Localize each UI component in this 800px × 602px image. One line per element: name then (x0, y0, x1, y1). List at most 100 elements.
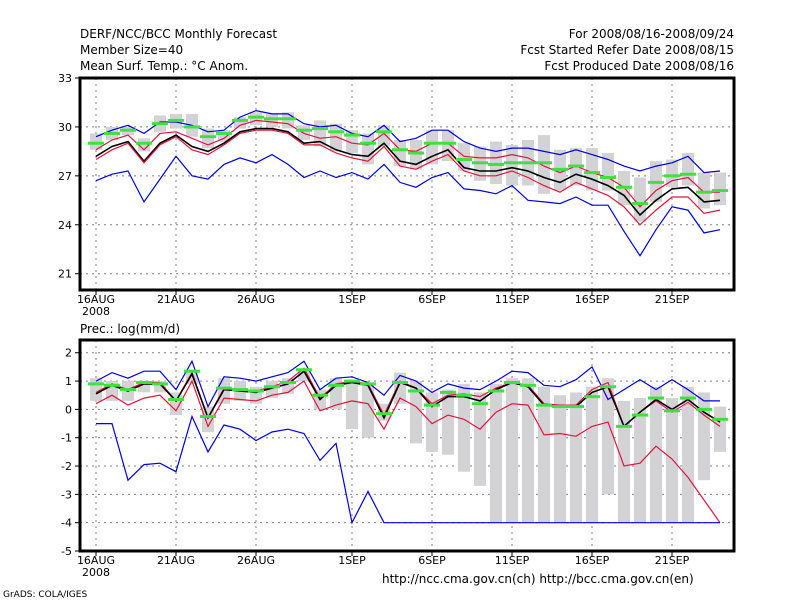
temp-observed-marker (184, 125, 200, 129)
precip-frame (78, 338, 736, 553)
precip-observed-marker (536, 403, 552, 407)
precip-observed-marker (280, 380, 296, 384)
temp-observed-marker (712, 189, 728, 193)
forecast-period: For 2008/08/16-2008/09/24 (568, 27, 734, 41)
temp-observed-marker (696, 190, 712, 194)
temp-spread-bar (714, 172, 726, 206)
temp-observed-marker (424, 141, 440, 145)
precip-observed-marker (648, 396, 664, 400)
member-size-label: Member Size=40 (80, 43, 184, 57)
precip-spread-bar (154, 381, 166, 393)
chart-title: DERF/NCC/BCC Monthly Forecast (80, 27, 278, 41)
precip-mean-line (95, 369, 721, 428)
precip-observed-marker (248, 389, 264, 393)
footer-links: http://ncc.cma.gov.cn(ch) http://bcc.cma… (382, 572, 694, 586)
temp-observed-marker (296, 128, 312, 132)
temp-observed-marker (280, 117, 296, 121)
precip-observed-marker (184, 369, 200, 373)
precip-title: Prec.: log(mm/d) (80, 322, 181, 336)
temp-xtick-label: 21AUG (157, 293, 195, 306)
temp-xtick-label: 1SEP (338, 293, 366, 306)
temp-spread-bar (218, 130, 230, 142)
precip-ytick-label: 1 (65, 375, 72, 388)
temp-xtick-label: 16AUG (77, 293, 115, 306)
temp-observed-marker (120, 128, 136, 132)
precip-observed-marker (104, 383, 120, 387)
precip-year-label: 2008 (82, 566, 110, 579)
precip-spread-bar (362, 383, 374, 438)
precip-xtick-label: 16AUG (77, 554, 115, 567)
precip-observed-marker (504, 380, 520, 384)
precip-observed-marker (584, 395, 600, 399)
temp-observed-marker (520, 161, 536, 165)
precip-min-line (96, 414, 720, 525)
temp-observed-marker (568, 164, 584, 168)
temp-lower-line (95, 129, 721, 226)
temp-observed-marker (440, 141, 456, 145)
forecast-started-date: Fcst Started Refer Date 2008/08/15 (520, 43, 734, 57)
precip-xtick-label: 11SEP (495, 554, 530, 567)
precip-spread-bar (666, 398, 678, 523)
temp-xtick-label: 16SEP (575, 293, 610, 306)
precip-ytick-label: -3 (61, 488, 72, 501)
temp-observed-marker (632, 202, 648, 206)
temp-observed-marker (104, 131, 120, 135)
precip-lower-line (95, 379, 721, 524)
temp-observed-marker (472, 161, 488, 165)
precip-spread-bar (458, 383, 470, 472)
temp-year-label: 2008 (82, 305, 110, 318)
forecast-produced-date: Fcst Produced Date 2008/08/16 (544, 59, 734, 73)
precip-observed-marker (440, 390, 456, 394)
temp-spread-bar (138, 138, 150, 152)
precip-spread-bar (538, 386, 550, 523)
precip-spread-bar (682, 386, 694, 523)
temp-observed-marker (664, 174, 680, 178)
precip-observed-marker (424, 403, 440, 407)
precip-observed-marker (408, 389, 424, 393)
temp-observed-marker (616, 185, 632, 189)
precip-observed-marker (616, 424, 632, 428)
temp-ytick-label: 30 (58, 121, 72, 134)
precip-observed-marker (456, 393, 472, 397)
precip-observed-marker (360, 382, 376, 386)
precip-xtick-label: 21SEP (655, 554, 690, 567)
temp-observed-marker (168, 118, 184, 122)
precip-ytick-label: -2 (61, 460, 72, 473)
temp-ytick-label: 21 (58, 268, 72, 281)
temp-xtick-label: 21SEP (655, 293, 690, 306)
precip-observed-marker (472, 402, 488, 406)
precip-observed-marker (600, 385, 616, 389)
precip-spread-bar (522, 378, 534, 523)
precip-observed-marker (88, 382, 104, 386)
precip-observed-marker (712, 417, 728, 421)
temp-observed-marker (408, 151, 424, 155)
grads-credit: GrADS: COLA/IGES (3, 590, 88, 600)
temp-observed-marker (600, 175, 616, 179)
precip-observed-marker (136, 380, 152, 384)
temp-spread-bar (234, 117, 246, 129)
precip-max-line (95, 359, 720, 409)
precip-observed-marker (296, 368, 312, 372)
temp-observed-marker (328, 130, 344, 134)
precip-observed-marker (264, 385, 280, 389)
precip-spread-bar (570, 392, 582, 523)
temp-observed-marker (456, 158, 472, 162)
temp-ytick-label: 33 (58, 72, 72, 85)
precip-observed-marker (200, 414, 216, 418)
precip-spread-bar (138, 381, 150, 393)
precip-observed-marker (632, 413, 648, 417)
temp-observed-marker (264, 117, 280, 121)
precip-observed-marker (664, 409, 680, 413)
temp-observed-marker (376, 130, 392, 134)
temp-min-line (95, 153, 721, 257)
precip-observed-marker (152, 382, 168, 386)
precip-spread-bar (554, 395, 566, 523)
precip-xtick-label: 16SEP (575, 554, 610, 567)
precip-observed-marker (232, 388, 248, 392)
precip-spread-bar (506, 378, 518, 523)
precip-spread-bar (410, 381, 422, 444)
precip-spread-bar (602, 378, 614, 495)
precip-spread-bar (714, 406, 726, 452)
temp-spread-bar (490, 141, 502, 184)
temp-spread-bar (266, 113, 278, 127)
